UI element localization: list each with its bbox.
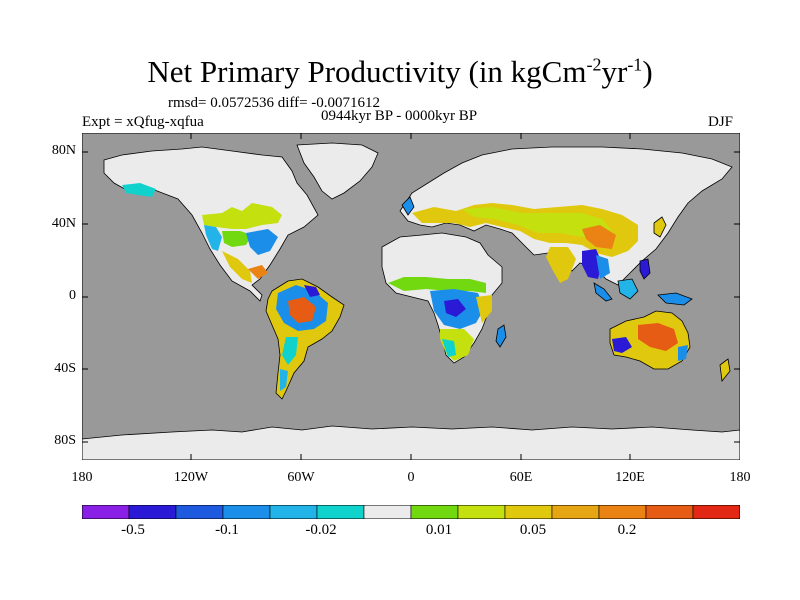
na-caribbean-change <box>248 265 268 279</box>
na-alaska-change <box>122 183 156 197</box>
na-canada-change <box>202 203 282 229</box>
na-east-change <box>246 229 278 255</box>
xtick-60e: 60E <box>509 470 533 485</box>
australia-west-change <box>612 337 632 353</box>
colorbar-cell <box>457 505 506 519</box>
rmsd-diff-label: rmsd= 0.0572536 diff= -0.0071612 <box>168 95 381 111</box>
colorbar-label: -0.5 <box>121 522 145 538</box>
xtick-60w: 60W <box>287 470 315 485</box>
colorbar-cell <box>551 505 600 519</box>
colorbar-cell <box>316 505 365 519</box>
new-guinea <box>657 292 693 306</box>
sumatra <box>593 282 613 302</box>
na-mexico-change <box>222 251 252 283</box>
colorbar-cell <box>410 505 459 519</box>
philippines <box>639 258 651 280</box>
antarctica <box>82 425 740 460</box>
chart-title: Net Primary Productivity (in kgCm-2yr-1) <box>147 54 653 89</box>
africa-sahel-change <box>388 277 486 293</box>
british-isles <box>401 196 415 216</box>
experiment-label: Expt = xQfug-xqfua <box>82 114 204 130</box>
africa-congo-change <box>444 299 466 317</box>
madagascar <box>495 324 507 348</box>
india-change <box>546 247 576 283</box>
ytick-40n: 40N <box>51 216 76 231</box>
colorbar-label: 0.05 <box>519 522 547 538</box>
japan <box>653 216 667 238</box>
colorbar-cell <box>598 505 647 519</box>
sa-south-change <box>282 337 298 365</box>
na-central-change <box>222 231 252 247</box>
colorbar-cell <box>128 505 177 519</box>
sa-north-change <box>304 285 320 297</box>
ytick-40s: 40S <box>54 361 76 376</box>
sa-patagonia-change <box>280 369 288 391</box>
seasia-edge-change <box>596 255 610 279</box>
season-label: DJF <box>708 114 734 130</box>
sa-interior-change <box>288 297 316 323</box>
eurasia-central-change <box>462 207 612 241</box>
na-west-change <box>204 225 222 251</box>
africa-east-change <box>476 295 492 323</box>
period-label: 0944kyr BP - 0000kyr BP <box>321 108 478 124</box>
npp-difference-map <box>82 133 740 460</box>
colorbar-cell <box>504 505 553 519</box>
colorbar-cell <box>269 505 318 519</box>
ytick-80s: 80S <box>54 433 76 448</box>
australia-interior-change <box>638 323 678 351</box>
colorbar-cell <box>363 505 412 519</box>
map-ticks <box>82 133 740 460</box>
xtick-180-east: 180 <box>729 470 751 485</box>
colorbar-label: -0.1 <box>215 522 239 538</box>
borneo <box>617 278 639 300</box>
colorbar-label: -0.02 <box>305 522 337 538</box>
greenland <box>296 142 379 200</box>
ytick-80n: 80N <box>51 143 76 158</box>
colorbar-cell <box>82 505 130 519</box>
colorbar <box>82 505 740 519</box>
colorbar-cell <box>222 505 271 519</box>
new-zealand <box>719 358 731 382</box>
xtick-120e: 120E <box>615 470 645 485</box>
australia-east-change <box>678 345 688 361</box>
colorbar-label: 0.01 <box>425 522 453 538</box>
africa-south-edge-change <box>442 339 456 357</box>
xtick-120w: 120W <box>173 470 209 485</box>
xtick-180-west: 180 <box>71 470 93 485</box>
colorbar-cell <box>175 505 224 519</box>
eurasia-east-change <box>582 225 616 249</box>
colorbar-label: 0.2 <box>617 522 637 538</box>
ytick-0: 0 <box>69 288 76 303</box>
colorbar-cell <box>692 505 740 519</box>
colorbar-cell <box>645 505 694 519</box>
xtick-0: 0 <box>407 470 415 485</box>
